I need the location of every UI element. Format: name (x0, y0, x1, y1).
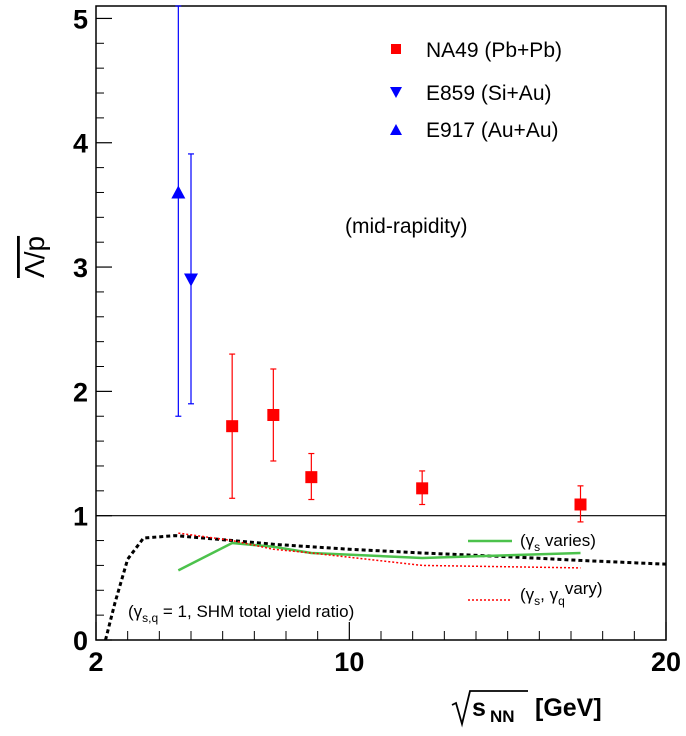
data-point (226, 420, 239, 433)
legend-marker-e859 (390, 87, 402, 98)
data-point (574, 498, 587, 511)
y-tick-label: 0 (73, 626, 88, 656)
x-axis-label: [GeV] (535, 694, 602, 722)
data-points (171, 5, 587, 523)
model-curve (177, 541, 581, 572)
data-point (171, 185, 186, 199)
model-curve (104, 534, 667, 641)
x-axis-sqrt-s: s (472, 694, 486, 722)
data-point (267, 408, 280, 421)
y-tick-label: 5 (73, 4, 88, 34)
x-tick-label: 10 (334, 647, 364, 677)
x-tick-label: 2 (88, 647, 103, 677)
model-curves (104, 532, 667, 641)
x-tick-label: 20 (651, 647, 681, 677)
x-axis-sqrt-sub: NN (490, 707, 515, 726)
legend-marker-na49 (391, 44, 401, 54)
sqrt-sign (451, 690, 528, 728)
y-tick-label: 1 (73, 502, 88, 532)
x-axis-title: s NN [GeV] (451, 690, 602, 728)
legend-label-e917: E917 (Au+Au) (426, 119, 559, 142)
y-axis-label: Λ/p (19, 236, 50, 278)
gsq-vary-label: (γs, γqvary) (520, 579, 603, 608)
annotation-mid-rapidity: (mid-rapidity) (345, 215, 468, 238)
ticks-layer: 0 1 2 3 4 5 2 10 20 (73, 4, 681, 677)
y-tick-label: 2 (73, 377, 88, 407)
gs-varies-label: (γs varies) (520, 531, 596, 554)
legend-label-e859: E859 (Si+Au) (426, 82, 552, 105)
y-axis-title: Λ/p (19, 236, 50, 278)
model-labels: (γs varies) (γs, γqvary) (γs,q = 1, SHM … (128, 531, 603, 625)
legend-marker-e917 (390, 124, 402, 135)
legend-label-na49: NA49 (Pb+Pb) (426, 39, 562, 62)
y-tick-label: 4 (73, 129, 88, 159)
shm-label: (γs,q = 1, SHM total yield ratio) (128, 602, 354, 625)
legend: NA49 (Pb+Pb) E859 (Si+Au) E917 (Au+Au) (390, 39, 562, 142)
y-tick-label: 3 (73, 253, 88, 283)
data-point (305, 471, 318, 484)
data-point (416, 482, 429, 495)
model-curve (178, 532, 581, 569)
data-point (184, 273, 198, 287)
